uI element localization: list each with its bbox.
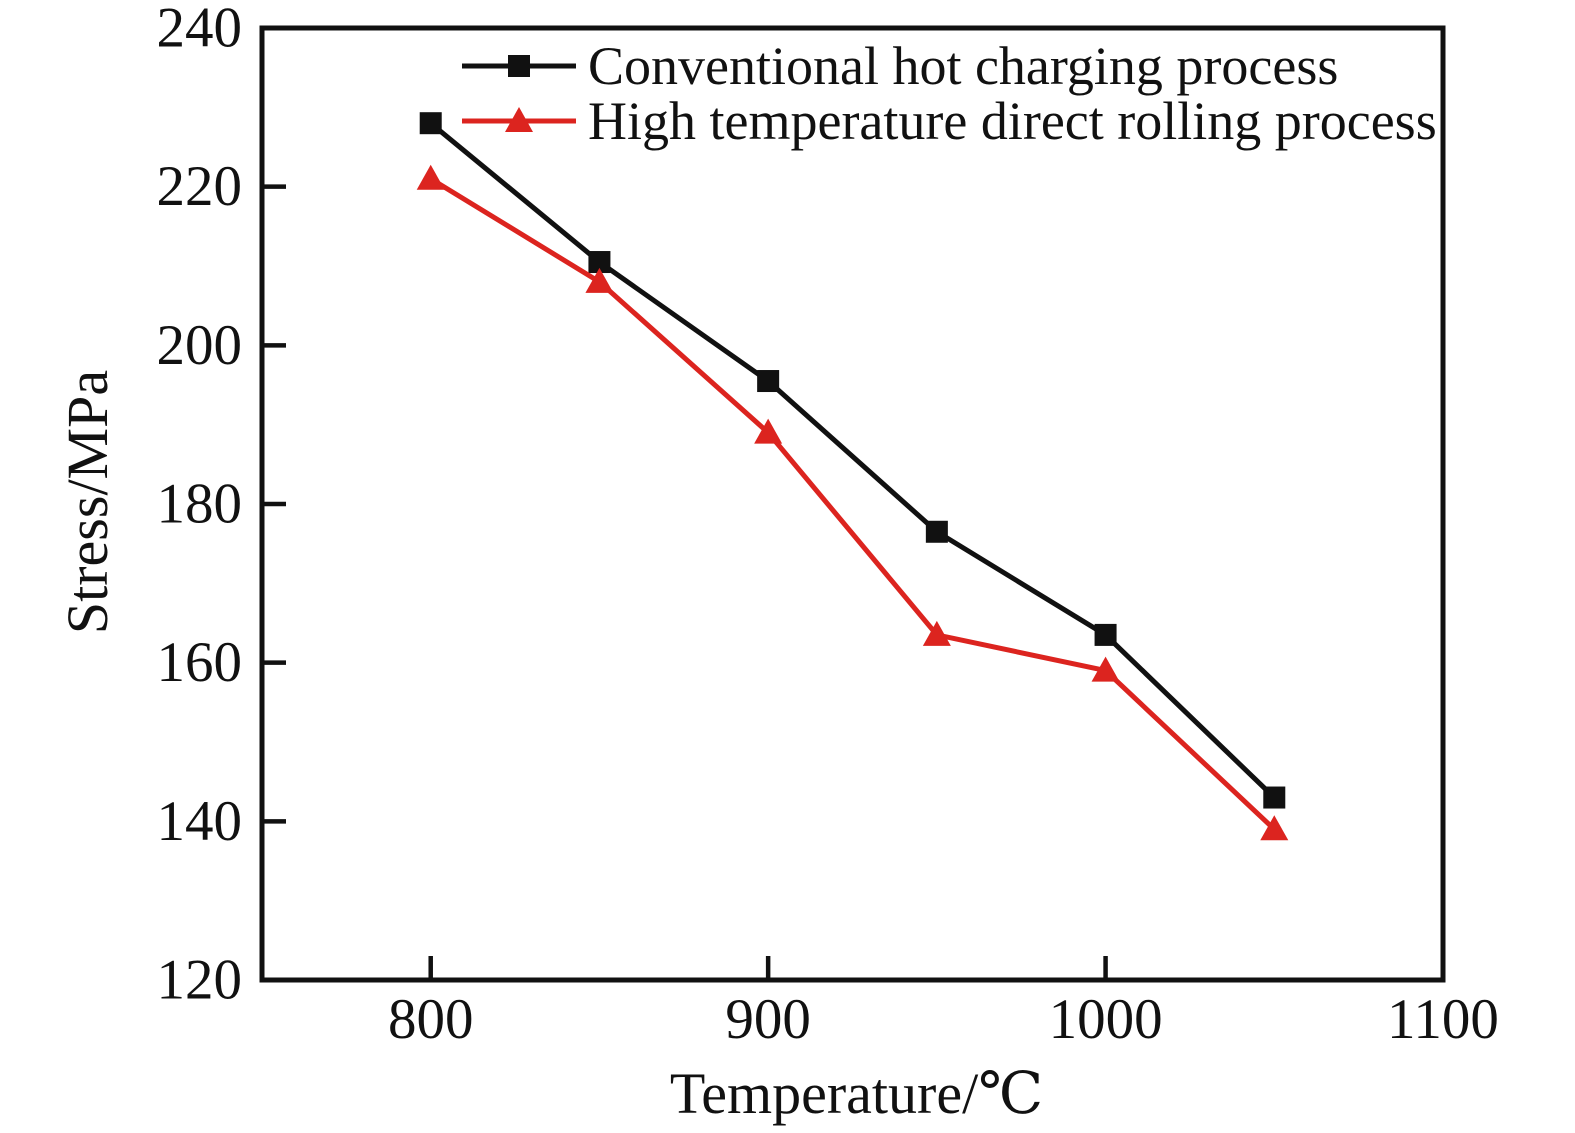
y-tick-label: 220	[157, 155, 243, 218]
y-tick-label: 240	[157, 0, 243, 60]
x-tick-label: 1000	[1049, 988, 1163, 1051]
y-tick-label: 140	[157, 790, 243, 853]
y-tick-label: 200	[157, 314, 243, 377]
data-point-marker-icon	[754, 418, 783, 444]
series-line	[429, 176, 1276, 832]
series-direct-rolling	[416, 164, 1289, 841]
legend-item-0: Conventional hot charging process	[462, 36, 1338, 96]
data-point-marker-icon	[1260, 815, 1289, 841]
data-point-marker-icon	[585, 267, 614, 293]
x-tick-label: 800	[388, 988, 474, 1051]
data-point-marker-icon	[1094, 623, 1117, 646]
y-tick-label: 160	[157, 631, 243, 694]
y-axis-title: Stress/MPa	[55, 370, 120, 634]
x-tick-label: 900	[725, 988, 811, 1051]
data-point-marker-icon	[925, 520, 948, 543]
data-point-marker-icon	[1091, 656, 1120, 682]
data-point-marker-icon	[588, 251, 611, 274]
data-point-marker-icon	[922, 620, 951, 646]
y-tick-label: 120	[157, 949, 243, 1012]
series-line	[429, 121, 1277, 800]
legend-square-icon	[508, 55, 530, 77]
legend-triangle-icon	[505, 107, 533, 132]
data-point-marker-icon	[757, 370, 780, 393]
legend-label: Conventional hot charging process	[588, 36, 1338, 96]
y-tick-label: 180	[157, 473, 243, 536]
legend-label: High temperature direct rolling process	[588, 91, 1437, 151]
series-conventional	[419, 112, 1286, 809]
legend-item-1: High temperature direct rolling process	[462, 91, 1437, 151]
x-tick-label: 1100	[1387, 988, 1499, 1051]
x-axis-title: Temperature/℃	[670, 1061, 1043, 1126]
data-point-marker-icon	[416, 164, 445, 190]
data-point-marker-icon	[419, 112, 442, 135]
plot-border	[259, 25, 1446, 983]
data-point-marker-icon	[1263, 786, 1286, 809]
